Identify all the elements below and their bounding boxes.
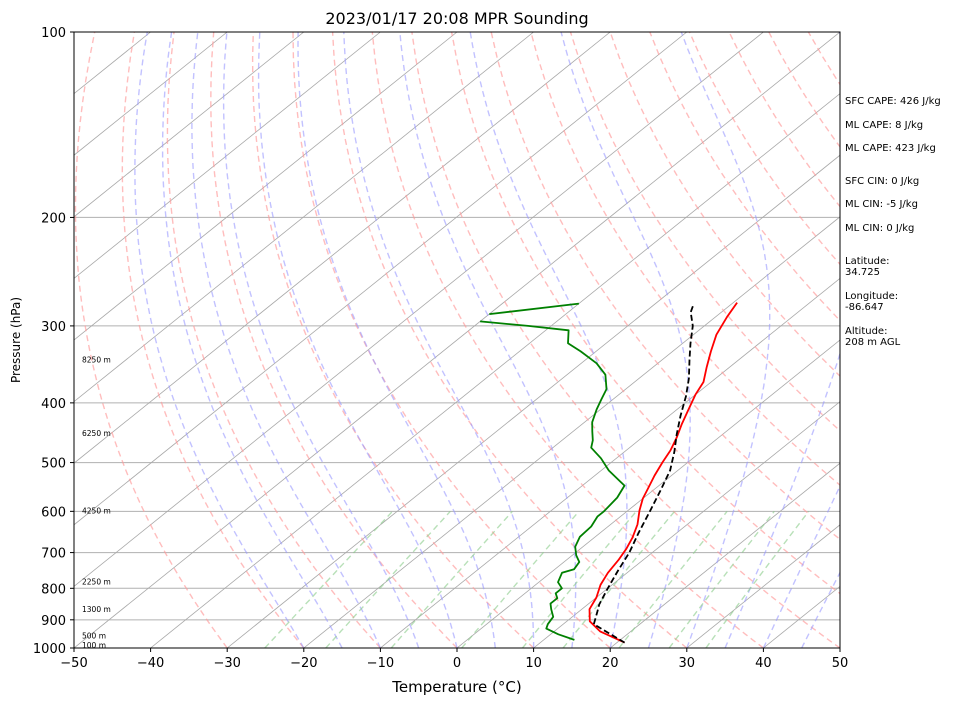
x-tick-label: 10 — [525, 656, 542, 671]
dewpoint-line — [480, 320, 626, 641]
height-label: 1300 m — [82, 605, 111, 614]
sounding-param: ML CIN: 0 J/kg — [845, 223, 915, 234]
y-tick-label: 100 — [41, 26, 66, 41]
dry-adiabat — [166, 32, 381, 648]
mixing-ratio-line — [618, 510, 728, 648]
dry-adiabat — [371, 32, 764, 648]
isotherm — [74, 32, 534, 403]
mixing-ratio-line — [461, 510, 580, 648]
dry-adiabat — [331, 32, 688, 648]
moist-adiabat — [680, 32, 771, 648]
y-tick-label: 600 — [41, 505, 66, 520]
dry-adiabat — [74, 32, 228, 648]
isotherm — [74, 32, 688, 526]
x-tick-label: 20 — [602, 656, 619, 671]
sounding-param: Longitude: -86.647 — [845, 291, 899, 313]
dry-adiabat — [649, 32, 840, 322]
chart-title: 2023/01/17 20:08 MPR Sounding — [325, 9, 588, 28]
temperature-line — [588, 302, 738, 644]
isotherm — [74, 32, 458, 341]
moist-adiabat — [469, 32, 628, 648]
isotherm — [533, 401, 840, 648]
isotherm — [226, 154, 840, 648]
x-tick-label: −10 — [367, 656, 394, 671]
y-tick-label: 500 — [41, 457, 66, 472]
y-tick-label: 1000 — [33, 642, 66, 657]
height-label: 6250 m — [82, 429, 111, 438]
x-axis-label: Temperature (°C) — [391, 678, 521, 696]
y-axis-label: Pressure (hPa) — [9, 297, 23, 383]
isotherm — [380, 277, 840, 648]
isotherm — [303, 216, 840, 648]
x-tick-label: 40 — [755, 656, 772, 671]
sounding-traces — [480, 302, 738, 644]
isotherm — [74, 32, 305, 218]
dry-adiabat — [450, 32, 840, 595]
y-tick-label: 800 — [41, 582, 66, 597]
mixing-ratio-line — [562, 510, 676, 648]
sounding-param: ML CAPE: 8 J/kg — [845, 120, 924, 131]
mixing-ratio-line — [390, 510, 513, 648]
x-axis: −50 −40 −30 −20 −10 0 10 20 30 40 50 — [60, 648, 848, 671]
isotherm — [74, 32, 611, 464]
x-tick-label: −40 — [137, 656, 164, 671]
moist-adiabat — [724, 32, 840, 648]
isotherm — [74, 32, 764, 587]
height-label: 100 m — [82, 641, 106, 650]
dry-adiabat — [292, 32, 611, 648]
sounding-param: SFC CAPE: 426 J/kg — [845, 96, 941, 107]
mixing-ratio-line — [705, 510, 810, 648]
height-label: 500 m — [82, 632, 106, 641]
dry-adiabat — [121, 32, 305, 648]
dry-adiabat — [609, 32, 840, 377]
mixing-ratio-line — [521, 510, 637, 648]
moist-adiabat — [257, 32, 458, 648]
x-tick-label: 30 — [679, 656, 696, 671]
parcel-line — [592, 303, 695, 644]
sounding-param: ML CAPE: 423 J/kg — [845, 143, 936, 154]
x-tick-label: 50 — [832, 656, 849, 671]
dry-adiabat — [411, 32, 840, 648]
isotherm — [74, 32, 840, 648]
moist-adiabat — [161, 32, 343, 648]
isotherm — [456, 339, 840, 648]
y-tick-label: 300 — [41, 320, 66, 335]
mixing-ratio-line — [325, 510, 451, 648]
x-tick-label: 0 — [453, 656, 461, 671]
y-axis: 100 200 300 400 500 600 700 800 900 1000 — [33, 26, 74, 657]
background-lines — [74, 32, 840, 648]
isotherm — [74, 32, 228, 156]
sounding-param: ML CIN: -5 J/kg — [845, 199, 918, 210]
height-label: 2250 m — [82, 578, 111, 587]
sounding-param: SFC CIN: 0 J/kg — [845, 176, 920, 187]
moist-adiabat — [297, 32, 496, 648]
y-tick-label: 900 — [41, 614, 66, 629]
dewpoint-upper-line — [489, 302, 580, 315]
moist-adiabat — [134, 32, 305, 648]
isotherm — [150, 93, 840, 648]
y-tick-label: 700 — [41, 547, 66, 562]
moist-adiabat — [560, 32, 691, 648]
isotherm — [686, 524, 840, 648]
sounding-param: Latitude: 34.725 — [845, 256, 890, 278]
y-tick-label: 200 — [41, 211, 66, 226]
mixing-ratio-line — [668, 510, 775, 648]
height-label: 8250 m — [82, 355, 111, 364]
x-tick-label: −20 — [290, 656, 317, 671]
isotherm — [609, 462, 840, 648]
dry-adiabat — [251, 32, 535, 648]
moist-adiabat — [222, 32, 420, 648]
x-tick-label: −50 — [60, 656, 87, 671]
moist-adiabat — [343, 32, 535, 648]
sounding-param: Altitude: 208 m AGL — [845, 326, 901, 348]
isotherm — [74, 32, 381, 279]
moist-adiabat — [399, 32, 577, 648]
height-label: 4250 m — [82, 506, 111, 515]
moist-adiabat — [191, 32, 382, 648]
y-tick-label: 400 — [41, 397, 66, 412]
mixing-ratio-line — [264, 510, 394, 648]
x-tick-label: −30 — [213, 656, 240, 671]
